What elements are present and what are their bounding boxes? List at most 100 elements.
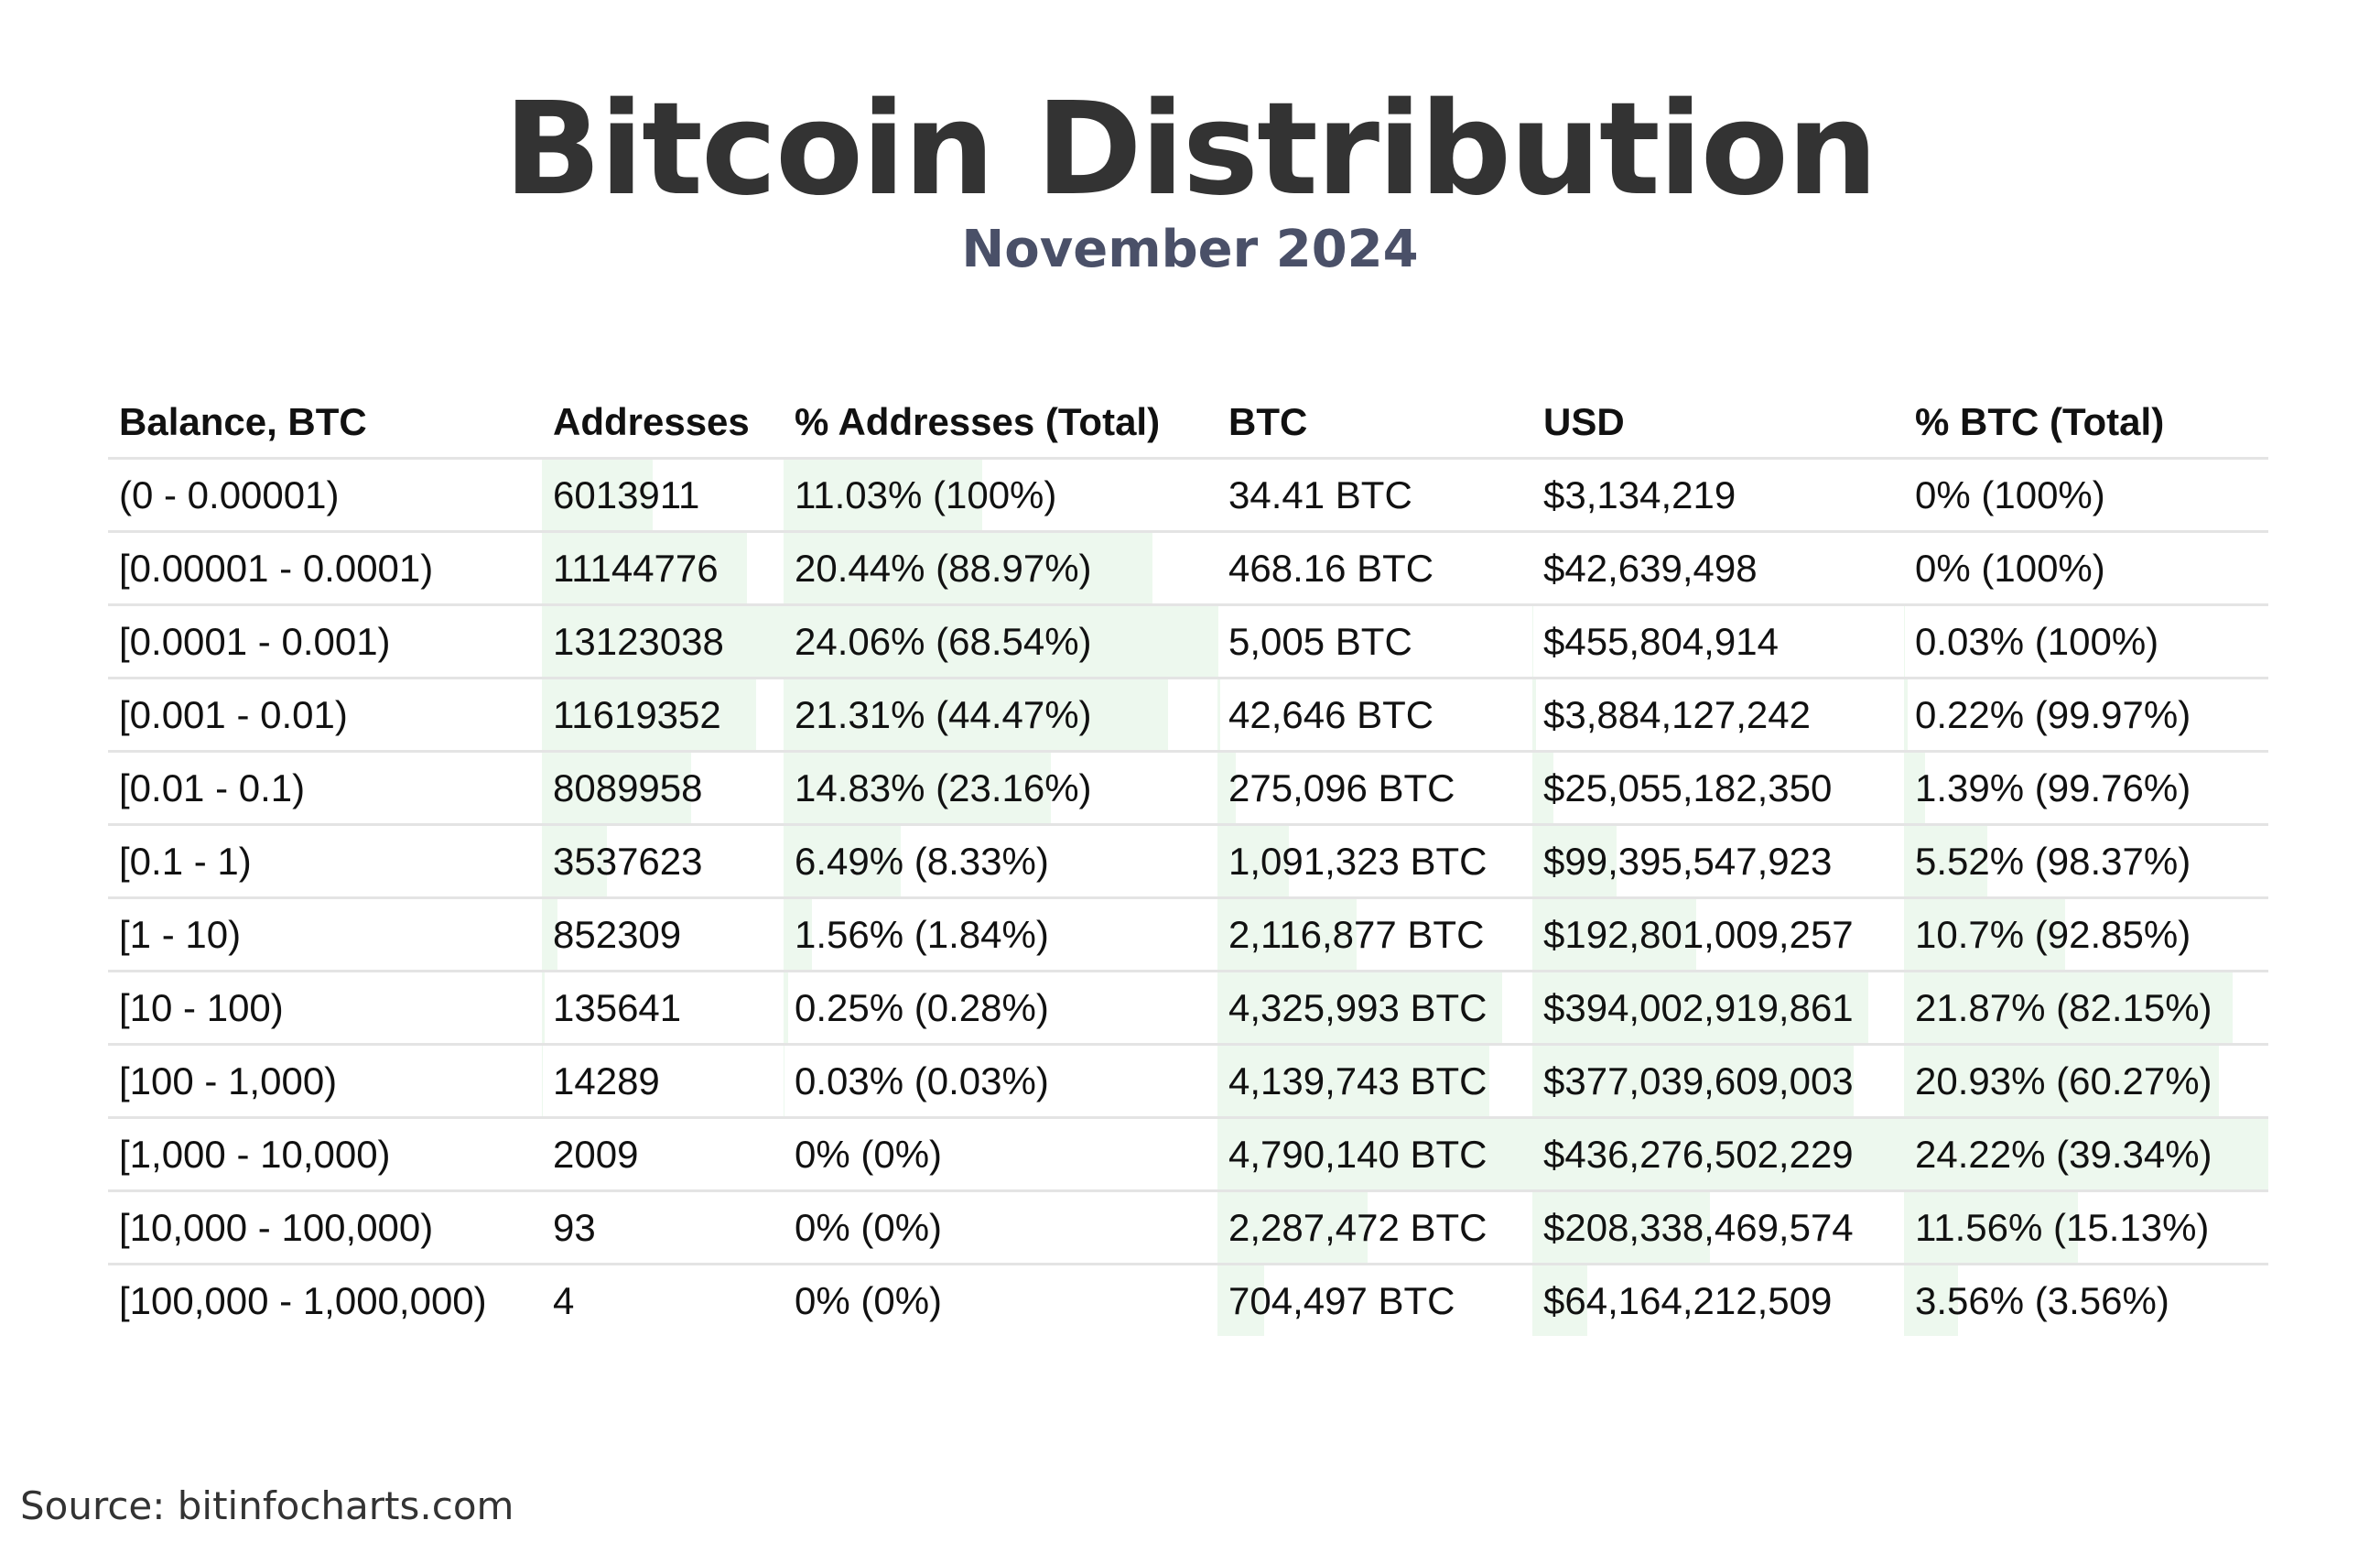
balance-cell: [1,000 - 10,000)	[108, 1117, 542, 1192]
cell-text: 24.22% (39.34%)	[1915, 1132, 2212, 1176]
value-bar	[1217, 899, 1357, 969]
table-row: [10 - 100) 135641 0.25% (0.28%) 4,325,993 B…	[108, 971, 2268, 1046]
table-header-row: Balance, BTC Addresses % Addresses (Tota…	[108, 386, 2268, 460]
cell-text: $25,055,182,350	[1543, 766, 1833, 809]
cell-text: 0.03% (100%)	[1915, 619, 2159, 663]
usd-cell: $394,002,919,861	[1532, 971, 1904, 1046]
usd-cell: $208,338,469,574	[1532, 1190, 1904, 1265]
btc-cell: 5,005 BTC	[1217, 604, 1532, 679]
value-bar	[542, 460, 653, 529]
cell-text: [0.1 - 1)	[119, 839, 252, 883]
usd-cell: $455,804,914	[1532, 604, 1904, 679]
balance-cell: [10 - 100)	[108, 971, 542, 1046]
value-bar	[1532, 826, 1617, 896]
addresses-cell: 13123038	[542, 604, 784, 679]
cell-text: 14289	[553, 1059, 660, 1102]
table-row: (0 - 0.00001) 6013911 11.03% (100%) 34.41 B…	[108, 458, 2268, 533]
value-bar	[1532, 679, 1536, 749]
btc-cell: 468.16 BTC	[1217, 531, 1532, 606]
cell-text: [100,000 - 1,000,000)	[119, 1278, 487, 1322]
cell-text: 0.03% (0.03%)	[795, 1059, 1049, 1102]
cell-text: 14.83% (23.16%)	[795, 766, 1092, 809]
cell-text: 135641	[553, 985, 682, 1029]
value-bar	[1532, 1046, 1854, 1115]
header-btc: BTC	[1217, 386, 1532, 460]
value-bar	[1217, 1046, 1490, 1115]
usd-cell: $64,164,212,509	[1532, 1265, 1904, 1336]
value-bar	[1217, 1192, 1368, 1262]
cell-text: $3,134,219	[1543, 472, 1736, 516]
pct-addresses-cell: 0% (0%)	[784, 1265, 1217, 1337]
btc-cell: 4,139,743 BTC	[1217, 1044, 1532, 1119]
cell-text: 13123038	[553, 619, 724, 663]
balance-cell: (0 - 0.00001)	[108, 458, 542, 533]
addresses-cell: 3537623	[542, 824, 784, 899]
pct-addresses-cell: 0% (0%)	[784, 1190, 1217, 1265]
usd-cell: $192,801,009,257	[1532, 897, 1904, 972]
value-bar	[542, 533, 748, 603]
cell-text: $436,276,502,229	[1543, 1132, 1854, 1176]
addresses-cell: 2009	[542, 1117, 784, 1192]
cell-text: [100 - 1,000)	[119, 1059, 338, 1102]
value-bar	[1904, 753, 1925, 822]
pct-addresses-cell: 0.03% (0.03%)	[784, 1044, 1217, 1119]
cell-text: [1 - 10)	[119, 912, 242, 956]
value-bar	[1217, 679, 1221, 749]
header-pct-btc: % BTC (Total)	[1904, 386, 2268, 460]
cell-text: $64,164,212,509	[1543, 1278, 1833, 1322]
pct-addresses-cell: 0.25% (0.28%)	[784, 971, 1217, 1046]
cell-text: 42,646 BTC	[1228, 692, 1434, 736]
cell-text: [0.0001 - 0.001)	[119, 619, 391, 663]
cell-text: 4,139,743 BTC	[1228, 1059, 1488, 1102]
cell-text: 11144776	[553, 546, 719, 590]
cell-text: 704,497 BTC	[1228, 1278, 1455, 1322]
btc-cell: 1,091,323 BTC	[1217, 824, 1532, 899]
cell-text: 3.56% (3.56%)	[1915, 1278, 2169, 1322]
cell-text: 0% (0%)	[795, 1132, 943, 1176]
usd-cell: $377,039,609,003	[1532, 1044, 1904, 1119]
chart-subtitle: November 2024	[961, 220, 1419, 279]
header-addresses: Addresses	[542, 386, 784, 460]
cell-text: 0.25% (0.28%)	[795, 985, 1049, 1029]
value-bar	[542, 899, 558, 969]
value-bar	[1904, 899, 2065, 969]
balance-cell: [0.00001 - 0.0001)	[108, 531, 542, 606]
addresses-cell: 11619352	[542, 678, 784, 753]
table-row: [100,000 - 1,000,000) 4 0% (0%) 704,497 BTC…	[108, 1265, 2268, 1337]
value-bar	[542, 606, 784, 676]
cell-text: 6013911	[553, 472, 700, 516]
cell-text: 0.22% (99.97%)	[1915, 692, 2191, 736]
cell-text: [10 - 100)	[119, 985, 284, 1029]
cell-text: 24.06% (68.54%)	[795, 619, 1092, 663]
pct-addresses-cell: 0% (0%)	[784, 1117, 1217, 1192]
chart-title: Bitcoin Distribution	[503, 75, 1877, 224]
table-row: [0.00001 - 0.0001) 11144776 20.44% (88.97%…	[108, 531, 2268, 606]
table-row: [0.01 - 0.1) 8089958 14.83% (23.16%) 275,09…	[108, 751, 2268, 826]
cell-text: 0% (0%)	[795, 1205, 943, 1249]
value-bar	[1904, 1046, 2219, 1115]
cell-text: $99,395,547,923	[1543, 839, 1833, 883]
balance-cell: [100 - 1,000)	[108, 1044, 542, 1119]
cell-text: 1,091,323 BTC	[1228, 839, 1488, 883]
header-balance: Balance, BTC	[108, 386, 542, 460]
table-row: [1,000 - 10,000) 2009 0% (0%) 4,790,140 BTC…	[108, 1117, 2268, 1192]
pct-addresses-cell: 1.56% (1.84%)	[784, 897, 1217, 972]
cell-text: 275,096 BTC	[1228, 766, 1455, 809]
pct-btc-cell: 0% (100%)	[1904, 458, 2268, 533]
value-bar	[784, 460, 983, 529]
pct-btc-cell: 24.22% (39.34%)	[1904, 1117, 2268, 1192]
value-bar	[542, 972, 545, 1042]
distribution-table: Balance, BTC Addresses % Addresses (Tota…	[108, 386, 2268, 1336]
value-bar	[1904, 972, 2234, 1042]
usd-cell: $99,395,547,923	[1532, 824, 1904, 899]
value-bar	[784, 679, 1168, 749]
cell-text: $394,002,919,861	[1543, 985, 1854, 1029]
btc-cell: 2,287,472 BTC	[1217, 1190, 1532, 1265]
cell-text: 93	[553, 1205, 596, 1249]
cell-text: $192,801,009,257	[1543, 912, 1854, 956]
usd-cell: $3,884,127,242	[1532, 678, 1904, 753]
btc-cell: 2,116,877 BTC	[1217, 897, 1532, 972]
addresses-cell: 8089958	[542, 751, 784, 826]
cell-text: 20.44% (88.97%)	[795, 546, 1092, 590]
cell-text: 21.87% (82.15%)	[1915, 985, 2212, 1029]
